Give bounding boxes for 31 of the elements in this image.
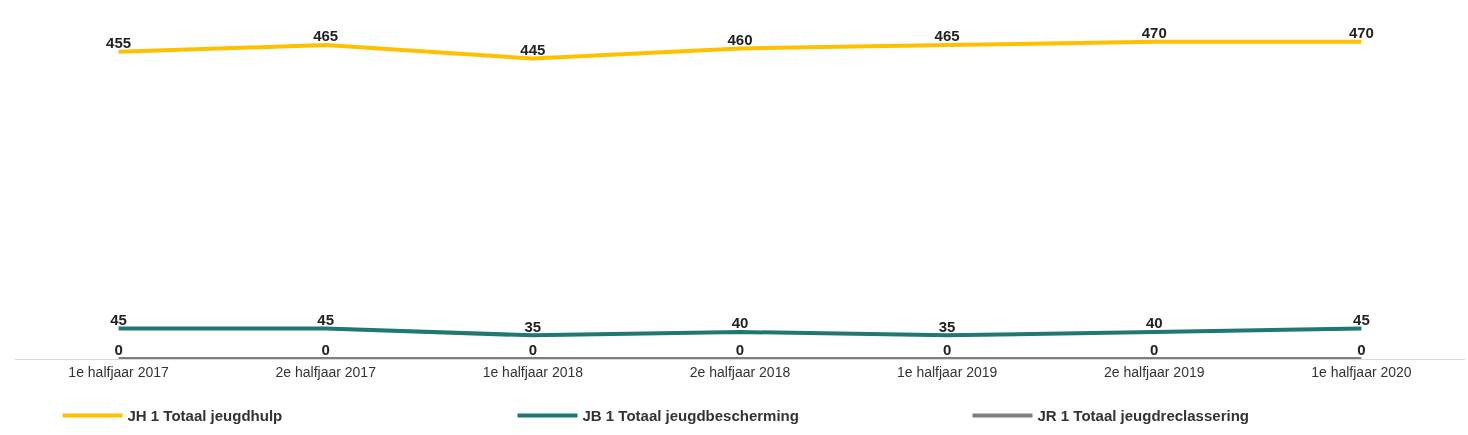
data-label: 465 <box>313 27 339 45</box>
data-label: 45 <box>1353 310 1370 328</box>
data-label: 455 <box>106 34 132 52</box>
data-label: 0 <box>1150 341 1159 359</box>
legend-label: JH 1 Totaal jeugdhulp <box>127 407 283 425</box>
x-tick-label: 2e halfjaar 2017 <box>275 363 377 380</box>
x-tick-label: 1e halfjaar 2018 <box>482 363 584 380</box>
data-label: 40 <box>1145 314 1163 332</box>
data-label: 40 <box>731 314 749 332</box>
data-label: 460 <box>727 30 753 48</box>
data-label: 35 <box>938 317 956 335</box>
data-label: 470 <box>1348 23 1374 41</box>
data-label: 0 <box>942 341 952 359</box>
x-tick-label: 1e halfjaar 2020 <box>1311 363 1412 380</box>
data-label: 465 <box>934 27 960 45</box>
data-label: 0 <box>114 341 123 359</box>
data-label: 0 <box>735 341 745 359</box>
legend-label: JB 1 Totaal jeugdbescherming <box>582 407 799 425</box>
data-label: 0 <box>1357 341 1366 359</box>
x-tick-label: 2e halfjaar 2019 <box>1104 363 1205 380</box>
data-label: 0 <box>321 341 330 359</box>
legend-label: JR 1 Totaal jeugdreclassering <box>1037 407 1249 425</box>
data-label: 470 <box>1141 23 1167 41</box>
x-tick-label: 2e halfjaar 2018 <box>689 363 791 380</box>
x-tick-label: 1e halfjaar 2017 <box>68 363 169 380</box>
x-tick-label: 1e halfjaar 2019 <box>896 363 998 380</box>
data-label: 445 <box>520 40 546 58</box>
data-label: 35 <box>524 317 542 335</box>
data-label: 45 <box>110 310 127 328</box>
data-label: 45 <box>317 310 335 328</box>
data-label: 0 <box>528 341 538 359</box>
